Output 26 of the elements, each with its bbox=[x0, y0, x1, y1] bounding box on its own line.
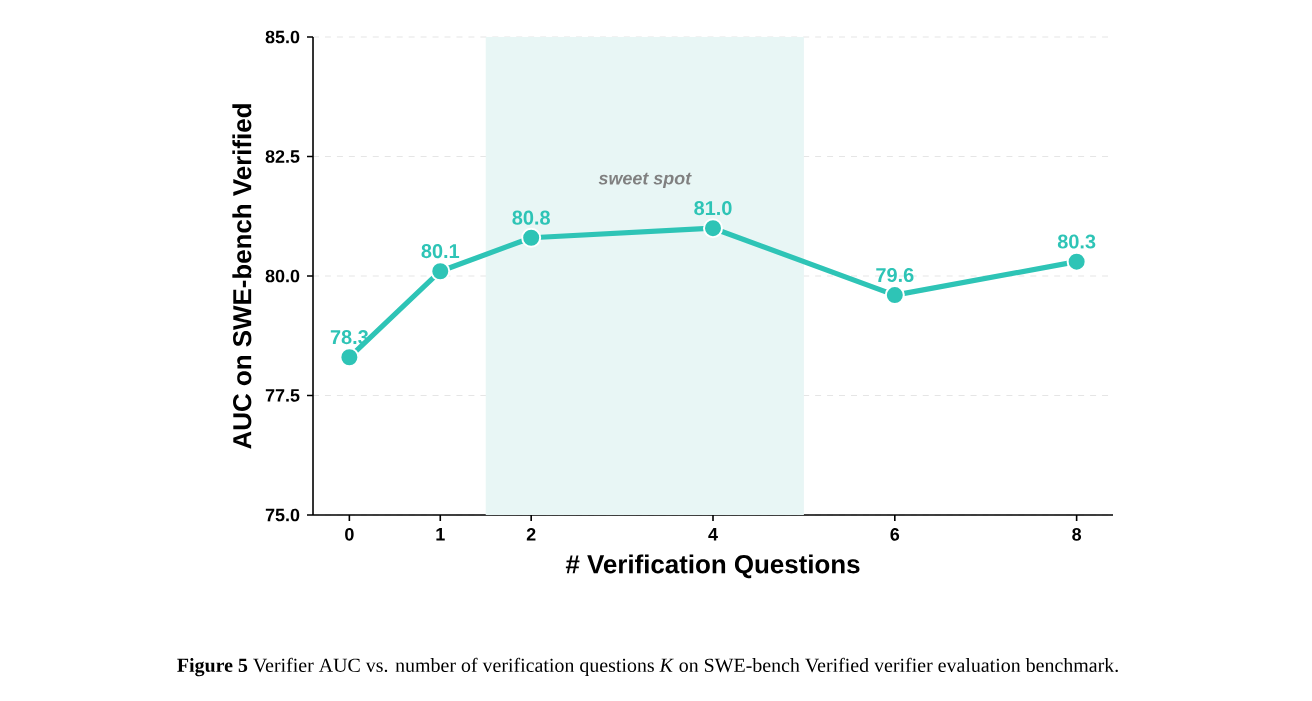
data-label: 80.1 bbox=[421, 244, 460, 259]
x-tick-label: 2 bbox=[526, 528, 536, 541]
band-label: sweet spot bbox=[598, 172, 692, 189]
x-tick-label: 1 bbox=[436, 528, 445, 541]
y-tick-label: 75.0 bbox=[265, 508, 300, 522]
x-tick-label: 6 bbox=[890, 528, 900, 541]
y-tick-label: 80.0 bbox=[265, 269, 300, 283]
y-tick-label: 85.0 bbox=[265, 30, 300, 44]
point bbox=[884, 285, 905, 306]
y-axis-title: AUC on SWE-bench Verified bbox=[232, 104, 252, 449]
data-label: 81.0 bbox=[694, 201, 732, 216]
data-label: 80.8 bbox=[512, 210, 550, 225]
point bbox=[339, 347, 360, 368]
point bbox=[703, 218, 723, 239]
x-tick-label: 8 bbox=[1072, 528, 1082, 541]
y-tick-label: 77.5 bbox=[265, 389, 300, 402]
text: Figure 5 Verifier AUC vs. number of verification questions K on SWE-bench Verified verifier evaluation benchmark. bbox=[177, 657, 1118, 677]
point bbox=[521, 227, 542, 248]
point bbox=[430, 261, 451, 282]
x-axis-title: # Verification Questions bbox=[565, 554, 860, 579]
x-tick-label: 0 bbox=[345, 528, 354, 541]
y-tick-label: 82.5 bbox=[265, 150, 300, 163]
point bbox=[1066, 251, 1087, 272]
data-label: 79.6 bbox=[876, 267, 914, 283]
x-tick-label: 4 bbox=[708, 528, 718, 541]
data-label: 80.3 bbox=[1057, 234, 1096, 249]
